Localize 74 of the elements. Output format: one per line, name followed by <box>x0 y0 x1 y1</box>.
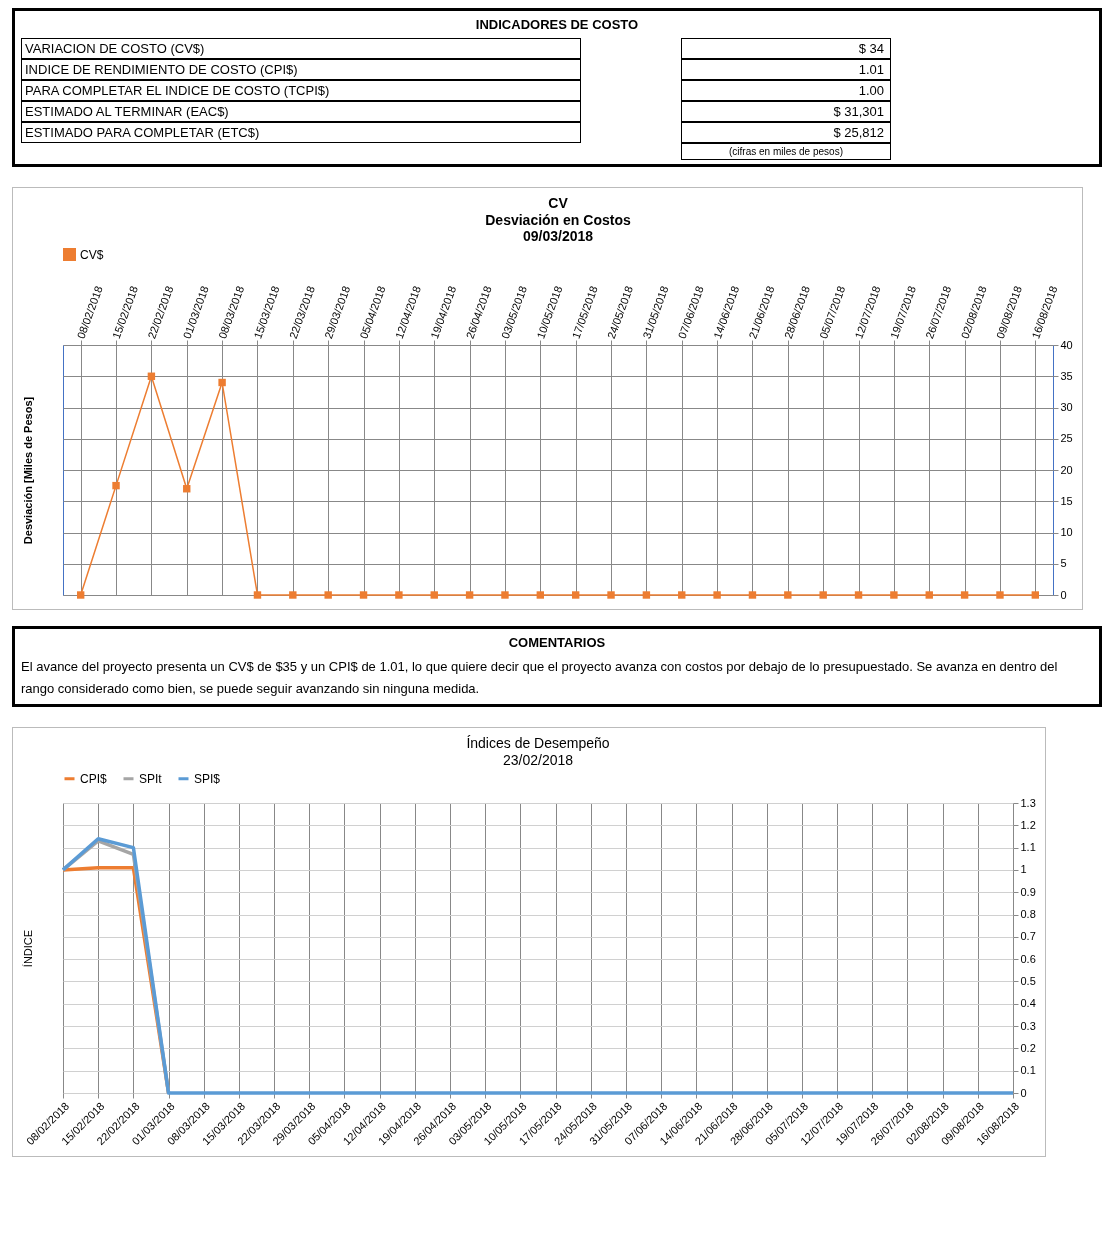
y-tick-label: 1.1 <box>1020 841 1036 854</box>
y-tick-label: 0 <box>1060 588 1067 601</box>
point <box>925 591 933 599</box>
point <box>253 591 262 599</box>
legend-label: CPI$ <box>80 771 107 786</box>
point <box>359 591 368 599</box>
chart-title: Índices de Desempeño <box>466 735 610 752</box>
point <box>289 591 297 599</box>
text: $ 25,812 <box>681 122 891 143</box>
text: $ 34 <box>681 38 891 59</box>
y-axis-title: Desviación [Miles de Pesos] <box>21 396 34 545</box>
y-axis-title: ÍNDICE <box>21 930 34 968</box>
text: ESTIMADO AL TERMINAR (EAC$) <box>21 101 581 122</box>
y-tick-label: 5 <box>1060 557 1067 570</box>
y-tick-label: 1 <box>1020 863 1027 876</box>
y-tick-label: 35 <box>1060 369 1073 382</box>
point <box>571 591 580 599</box>
y-tick-label: 0.5 <box>1020 975 1036 988</box>
text: VARIACION DE COSTO (CV$) <box>21 38 581 59</box>
point <box>996 591 1004 599</box>
text: $ 31,301 <box>681 101 891 122</box>
point <box>112 481 120 490</box>
point <box>678 591 686 599</box>
text: (cifras en miles de pesos) <box>681 143 891 160</box>
point <box>960 591 969 599</box>
y-tick-label: 20 <box>1060 463 1073 476</box>
point <box>784 591 792 599</box>
point <box>430 591 438 599</box>
text: El avance del proyecto presenta un CV$ de $35 y un CPI$ de 1.01, lo que quiere decir que el proyecto avanza con costos por debajo de lo presupuestado. Se avanza en dentro del rango considerado como bien, se puede seguir avanzando sin ninguna medida. <box>21 658 1059 699</box>
point <box>748 591 757 599</box>
y-tick-label: 40 <box>1060 338 1073 351</box>
chart-subtitle: Desviación en Costos 09/03/2018 <box>485 212 631 244</box>
chart-title: CV <box>548 195 569 211</box>
text: COMENTARIOS <box>507 635 607 650</box>
y-tick-label: 1.3 <box>1020 796 1036 809</box>
y-tick-label: 0.1 <box>1020 1064 1036 1077</box>
y-tick-label: 15 <box>1060 494 1073 507</box>
y-tick-label: 0.2 <box>1020 1042 1036 1055</box>
point <box>713 591 721 599</box>
legend-label: SPIt <box>139 771 163 786</box>
legend-label: SPI$ <box>194 771 221 786</box>
text: 1.00 <box>681 80 891 101</box>
y-tick-label: 30 <box>1060 401 1073 413</box>
text: INDICE DE RENDIMIENTO DE COSTO (CPI$) <box>21 59 581 80</box>
y-tick-label: 0.6 <box>1020 952 1036 965</box>
point <box>465 591 474 599</box>
point <box>607 591 615 599</box>
text: INDICADORES DE COSTO <box>474 17 640 32</box>
y-tick-label: 0.4 <box>1020 997 1036 1010</box>
legend-label: CV$ <box>80 247 104 262</box>
point <box>890 591 898 599</box>
y-tick-label: 0.8 <box>1020 908 1036 921</box>
y-tick-label: 0 <box>1020 1086 1027 1099</box>
line-series <box>61 837 1015 1095</box>
point <box>854 591 863 599</box>
point <box>218 378 226 387</box>
chart-subtitle: 23/02/2018 <box>502 752 574 769</box>
text: PARA COMPLETAR EL INDICE DE COSTO (TCPI$) <box>21 80 581 101</box>
point <box>642 591 651 599</box>
y-tick-label: 1.2 <box>1020 819 1036 831</box>
point <box>819 591 827 599</box>
point <box>1031 591 1040 599</box>
text: 1.01 <box>681 59 891 80</box>
y-tick-label: 0.9 <box>1020 885 1036 898</box>
text: ESTIMADO PARA COMPLETAR (ETC$) <box>21 122 581 143</box>
point <box>501 591 509 599</box>
point <box>76 591 85 599</box>
y-tick-label: 0.3 <box>1020 1019 1036 1032</box>
point <box>324 591 332 599</box>
y-tick-label: 25 <box>1060 432 1073 445</box>
y-tick-label: 10 <box>1060 526 1073 538</box>
point <box>395 591 403 599</box>
point <box>536 591 545 599</box>
y-tick-label: 0.7 <box>1020 930 1036 943</box>
